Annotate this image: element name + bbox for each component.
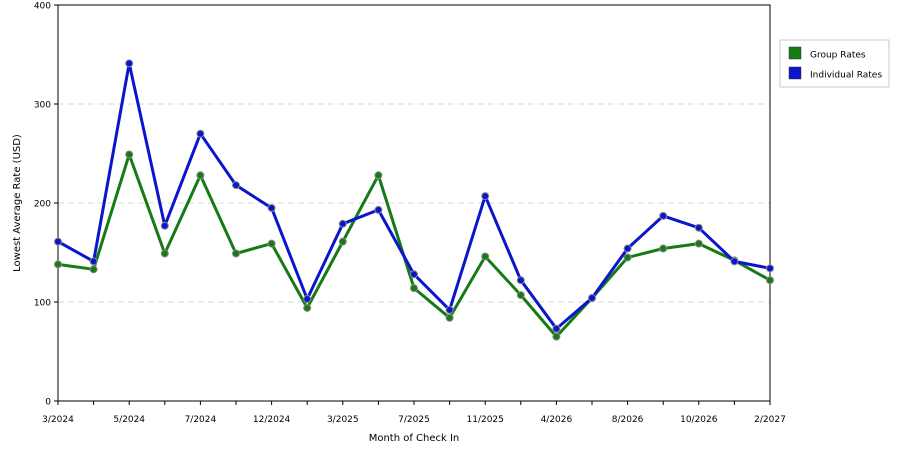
x-tick-label: 5/2024 [113,415,145,425]
data-point-group-rates [410,284,418,293]
data-point-group-rates [125,150,134,159]
x-tick-label: 3/2025 [327,415,359,425]
data-point-individual-rates [410,270,418,279]
data-point-group-rates [623,253,632,262]
x-tick-label: 7/2024 [185,415,217,425]
x-tick-label: 4/2026 [541,415,573,425]
legend-swatch-group-rates [788,46,802,60]
x-tick-label: 7/2025 [398,415,430,425]
y-tick-label: 100 [34,299,51,309]
y-tick-label: 400 [34,2,51,12]
data-point-individual-rates [694,223,703,232]
data-point-individual-rates [338,219,347,228]
data-point-individual-rates [374,205,383,214]
y-axis-label: Lowest Average Rate (USD) [12,134,23,272]
data-point-individual-rates [481,192,490,201]
data-point-group-rates [303,303,312,312]
x-tick-label: 3/2024 [42,415,74,425]
data-point-individual-rates [659,211,668,220]
data-point-group-rates [89,265,98,274]
legend-swatch-individual-rates [788,66,802,80]
legend: Group Rates Individual Rates [779,39,890,88]
data-point-individual-rates [54,237,62,246]
axes: 0 100 200 300 400 3/2024 5/2024 7/2024 12/2024 3/… [34,2,786,426]
y-tick-label: 0 [45,398,51,408]
y-tick-label: 300 [34,101,51,111]
data-point-individual-rates [267,203,276,212]
data-point-group-rates [374,171,383,180]
data-point-group-rates [552,332,561,341]
data-point-individual-rates [445,305,454,314]
data-point-individual-rates [588,294,596,303]
data-point-individual-rates [623,244,632,253]
y-tick-label: 200 [34,200,51,210]
data-point-individual-rates [730,257,739,266]
series-lines [54,59,774,341]
data-point-group-rates [445,313,454,322]
data-point-individual-rates [766,264,774,273]
data-point-individual-rates [516,276,525,285]
data-point-individual-rates [552,324,561,333]
data-point-group-rates [54,260,62,269]
data-point-individual-rates [196,129,205,138]
legend-label-group-rates: Group Rates [810,51,866,61]
data-point-individual-rates [89,257,98,266]
data-point-group-rates [766,276,774,285]
data-point-individual-rates [125,59,134,68]
x-tick-label: 11/2025 [467,415,504,425]
data-point-group-rates [516,291,525,300]
data-point-group-rates [694,239,703,248]
data-point-individual-rates [232,181,240,190]
data-point-individual-rates [303,295,312,304]
data-point-group-rates [267,239,276,248]
data-point-group-rates [481,252,490,261]
data-point-individual-rates [160,221,169,230]
data-point-group-rates [196,171,205,180]
x-tick-label: 2/2027 [754,415,786,425]
data-point-group-rates [338,237,347,246]
x-tick-label: 12/2024 [253,415,291,425]
legend-label-individual-rates: Individual Rates [810,71,882,81]
data-point-group-rates [160,249,169,258]
x-axis-label: Month of Check In [369,433,460,444]
x-tick-label: 10/2026 [680,415,718,425]
gridlines [58,103,770,303]
data-point-group-rates [232,249,240,258]
x-tick-label: 8/2026 [612,415,644,425]
data-point-group-rates [659,244,668,253]
